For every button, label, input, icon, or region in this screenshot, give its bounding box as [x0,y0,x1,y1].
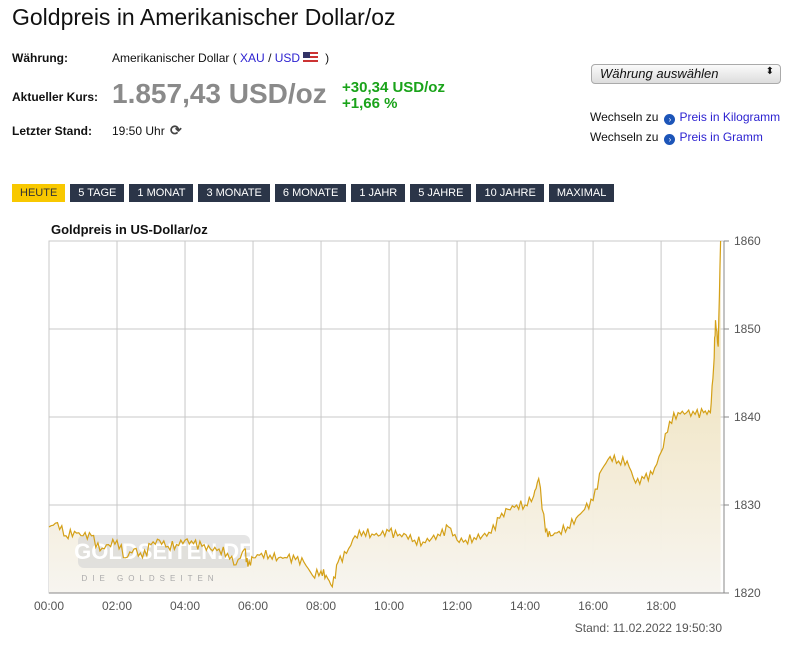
switch-kg: Wechseln zu › Preis in Kilogramm [590,110,780,125]
x-tick-label: 14:00 [510,599,540,613]
chart-footer: Stand: 11.02.2022 19:50:30 [575,621,723,635]
tab-1-monat[interactable]: 1 MONAT [129,184,194,202]
x-tick-label: 16:00 [578,599,608,613]
x-tick-label: 00:00 [34,599,64,613]
x-tick-label: 08:00 [306,599,336,613]
tab-6-monate[interactable]: 6 MONATE [274,184,347,202]
last-update-label: Letzter Stand: [12,124,93,138]
watermark: GOLDSEITEN.DE DIE GOLDSEITEN [74,535,254,583]
tab-5-jahre[interactable]: 5 JAHRE [410,184,472,202]
y-tick-label: 1830 [734,498,761,512]
tab-5-tage[interactable]: 5 TAGE [70,184,125,202]
x-tick-label: 10:00 [374,599,404,613]
price-line [48,240,722,589]
chevron-right-icon: › [664,134,676,145]
currency-label: Währung: [12,51,68,65]
tab-3-monate[interactable]: 3 MONATE [198,184,270,202]
currency-name: Amerikanischer Dollar ( [112,51,237,65]
rate-label: Aktueller Kurs: [12,90,99,104]
price-kg-link[interactable]: Preis in Kilogramm [679,110,781,124]
x-tick-label: 18:00 [646,599,676,613]
switch-prefix: Wechseln zu [590,130,659,144]
switch-prefix: Wechseln zu [590,110,659,124]
y-tick-label: 1840 [734,410,761,424]
switch-g: Wechseln zu › Preis in Gramm [590,130,763,145]
watermark-subtext: DIE GOLDSEITEN [81,574,218,583]
y-tick-label: 1820 [734,586,761,600]
change-absolute: +30,34 USD/oz [342,79,445,96]
last-update-value: 19:50 Uhr [112,124,165,138]
tab-maximal[interactable]: MAXIMAL [548,184,615,202]
us-flag-icon [303,52,319,62]
currency-select[interactable]: Währung auswählen ⬍ [591,64,781,84]
price-g-link[interactable]: Preis in Gramm [679,130,763,144]
tab-heute[interactable]: HEUTE [12,184,66,202]
currency-value: Amerikanischer Dollar ( XAU / USD ) [112,51,329,65]
x-tick-label: 02:00 [102,599,132,613]
xau-link[interactable]: XAU [240,51,265,65]
separator: / [268,51,272,65]
paren: ) [325,51,330,65]
chart-title: Goldpreis in US-Dollar/oz [51,222,208,237]
tab-10-jahre[interactable]: 10 JAHRE [476,184,544,202]
current-price: 1.857,43 USD/oz [112,78,327,109]
currency-select-label: Währung auswählen [600,66,719,81]
y-tick-label: 1850 [734,322,761,336]
page-title: Goldpreis in Amerikanischer Dollar/oz [12,4,396,30]
tab-1-jahr[interactable]: 1 JAHR [351,184,406,202]
y-tick-label: 1860 [734,234,761,248]
refresh-icon[interactable]: ⟳ [170,122,182,138]
select-arrows-icon: ⬍ [765,66,774,77]
usd-link[interactable]: USD [274,51,301,65]
x-tick-label: 12:00 [442,599,472,613]
x-tick-label: 04:00 [170,599,200,613]
change-percent: +1,66 % [342,95,398,112]
x-tick-label: 06:00 [238,599,268,613]
range-tabs: HEUTE 5 TAGE 1 MONAT 3 MONATE 6 MONATE 1… [12,184,615,202]
chevron-right-icon: › [664,114,676,125]
